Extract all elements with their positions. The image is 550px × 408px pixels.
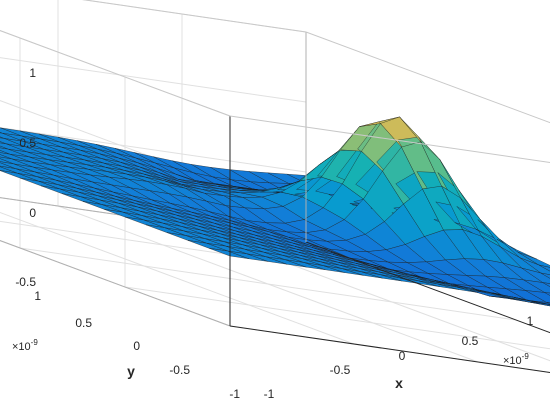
axis-line [229, 115, 550, 163]
surface-patch [538, 264, 550, 272]
x-exponent-label: ×10-9 [503, 352, 529, 367]
z-tick-label: 0.5 [19, 136, 36, 150]
x-tick-label: 1 [527, 314, 534, 328]
grid-line [0, 57, 307, 103]
x-axis-ticks: -1 -0.5 0 0.5 1 [264, 314, 534, 401]
y-exponent-label: ×10-9 [12, 338, 38, 353]
axis-line [0, 30, 231, 117]
y-axis-label: y [127, 363, 135, 379]
axis-line [82, 0, 307, 33]
x-axis-label: x [395, 375, 403, 391]
z-tick-label: 1 [29, 66, 36, 80]
y-tick-label: 0 [133, 339, 140, 353]
grid-line [0, 127, 307, 173]
x-tick-label: 0 [399, 349, 406, 363]
grid-line [19, 247, 517, 321]
z-tick-label: 0 [29, 206, 36, 220]
surface-patch [540, 272, 550, 279]
surface-patch [544, 292, 550, 296]
axis-line [229, 325, 550, 373]
axis-line [0, 240, 231, 327]
surface-patch [546, 302, 550, 304]
surface-patch [533, 301, 550, 305]
x-tick-label: -1 [264, 387, 275, 401]
z-axis-ticks: 1 0.5 0 -0.5 [15, 66, 36, 289]
axis-line [305, 241, 550, 334]
y-tick-label: 0.5 [75, 316, 92, 330]
z-tick-label: -0.5 [15, 275, 36, 289]
grid-line [229, 325, 550, 373]
surface-patch [517, 251, 550, 268]
grid-line [82, 0, 307, 33]
axes-box [0, 0, 550, 373]
x-tick-label: 0.5 [462, 334, 479, 348]
y-tick-label: 1 [34, 289, 41, 303]
y-tick-label: -0.5 [169, 363, 190, 377]
y-axis-ticks: 1 0.5 0 -0.5 -1 [34, 289, 240, 401]
axis-line [305, 31, 550, 124]
x-tick-label: -0.5 [330, 363, 351, 377]
grid-line [124, 286, 550, 350]
y-tick-label: -1 [229, 387, 240, 401]
surface-mesh [0, 116, 550, 307]
grid-line [0, 30, 231, 117]
